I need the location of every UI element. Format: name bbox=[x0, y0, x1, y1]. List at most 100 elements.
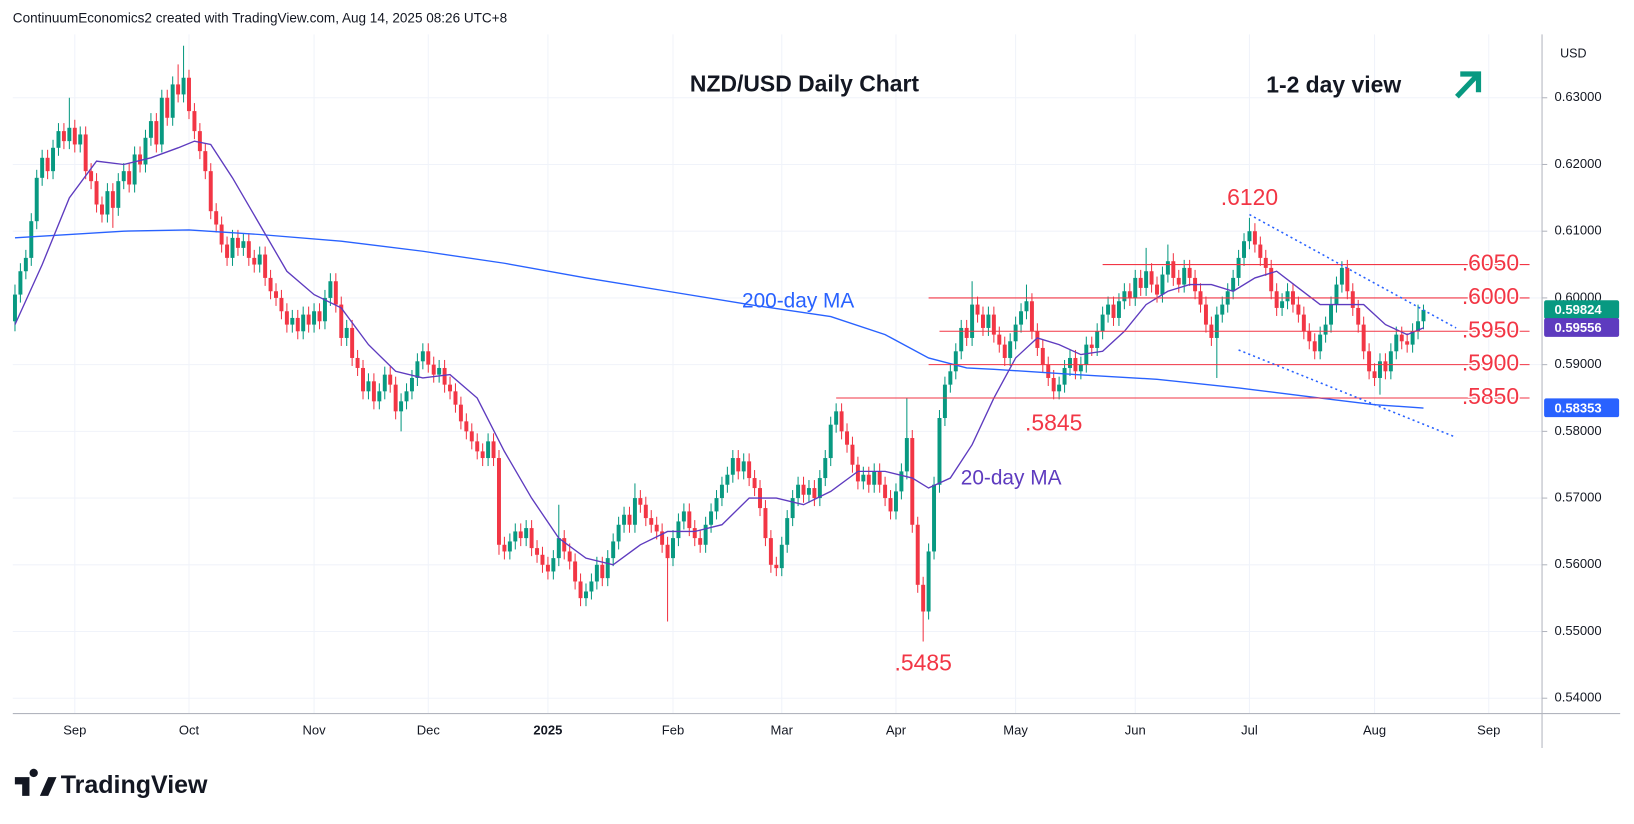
price-tag-label: 0.59824 bbox=[1555, 302, 1603, 317]
x-tick-label: Jun bbox=[1125, 723, 1146, 738]
candle-body bbox=[138, 154, 143, 165]
candle-body bbox=[1127, 291, 1132, 298]
candle-body bbox=[208, 171, 213, 212]
ma-label: 200-day MA bbox=[742, 290, 854, 313]
candle-body bbox=[535, 548, 540, 555]
candle-body bbox=[40, 157, 45, 178]
candle-body bbox=[1100, 314, 1105, 332]
level-label: .5900 bbox=[1462, 350, 1519, 376]
candle-body bbox=[1345, 267, 1350, 292]
candle-body bbox=[1231, 277, 1236, 292]
candle-body bbox=[632, 498, 637, 525]
y-tick-label: 0.54000 bbox=[1555, 690, 1602, 705]
candle-body bbox=[29, 221, 34, 258]
candle-body bbox=[377, 391, 382, 402]
candle-body bbox=[806, 488, 811, 495]
y-tick-label: 0.57000 bbox=[1555, 490, 1602, 505]
x-tick-label: Aug bbox=[1363, 723, 1386, 738]
candle-body bbox=[148, 121, 153, 138]
candle-body bbox=[1263, 257, 1268, 268]
candle-body bbox=[893, 491, 898, 512]
x-tick-label: Feb bbox=[662, 723, 684, 738]
candle-body bbox=[785, 518, 790, 545]
candle-body bbox=[1214, 314, 1219, 338]
candle-body bbox=[219, 224, 224, 245]
candle-body bbox=[719, 484, 724, 499]
subtitle: 1-2 day view bbox=[1266, 72, 1401, 98]
candle-body bbox=[225, 244, 230, 258]
candle-body bbox=[953, 351, 958, 372]
y-tick-label: 0.58000 bbox=[1555, 423, 1602, 438]
candle-body bbox=[399, 401, 404, 412]
candle-body bbox=[855, 464, 860, 482]
y-tick-label: 0.61000 bbox=[1555, 223, 1602, 238]
candle-body bbox=[187, 77, 191, 112]
candle-body bbox=[45, 157, 50, 172]
candle-body bbox=[861, 474, 866, 482]
candle-body bbox=[752, 478, 757, 489]
candle-body bbox=[975, 304, 980, 315]
candle-body bbox=[1024, 301, 1029, 312]
candle-body bbox=[284, 311, 289, 325]
candle-body bbox=[89, 171, 94, 182]
y-tick-label: 0.55000 bbox=[1555, 623, 1602, 638]
price-tag-label: 0.59556 bbox=[1555, 320, 1602, 335]
candle-body bbox=[1116, 301, 1121, 318]
candle-body bbox=[121, 171, 126, 182]
candle-body bbox=[1269, 267, 1274, 292]
candle-body bbox=[290, 317, 295, 325]
candle-body bbox=[197, 131, 202, 152]
candle-body bbox=[1203, 304, 1208, 325]
candle-body bbox=[502, 544, 507, 552]
candle-body bbox=[1165, 261, 1170, 275]
candle-body bbox=[551, 558, 556, 572]
candle-body bbox=[1084, 344, 1089, 365]
candle-body bbox=[915, 524, 920, 585]
y-tick-label: 0.56000 bbox=[1555, 556, 1602, 571]
candle-body bbox=[1057, 384, 1062, 392]
candle-body bbox=[589, 581, 594, 592]
candle-body bbox=[23, 257, 28, 272]
candle-body bbox=[692, 528, 697, 539]
candle-body bbox=[105, 191, 110, 215]
candle-body bbox=[1160, 274, 1165, 295]
candle-body bbox=[159, 97, 164, 145]
candle-body bbox=[1040, 347, 1045, 365]
candle-body bbox=[1399, 334, 1404, 342]
candle-body bbox=[404, 391, 409, 402]
candle-body bbox=[616, 524, 621, 542]
candle-body bbox=[176, 84, 181, 95]
candle-body bbox=[361, 367, 365, 392]
candle-body bbox=[513, 531, 518, 542]
candle-body bbox=[426, 351, 431, 365]
x-tick-label: Oct bbox=[179, 723, 200, 738]
x-tick-label: Mar bbox=[771, 723, 794, 738]
candle-body bbox=[1307, 331, 1312, 342]
candle-body bbox=[1296, 304, 1301, 315]
candle-body bbox=[1111, 304, 1116, 318]
candle-body bbox=[306, 314, 311, 325]
candle-body bbox=[649, 518, 654, 525]
extreme-label: .5845 bbox=[1025, 409, 1082, 435]
candle-body bbox=[823, 458, 828, 479]
header: ContinuumEconomics2 created with Trading… bbox=[13, 10, 507, 25]
candle-body bbox=[1122, 291, 1127, 302]
candle-body bbox=[671, 538, 675, 559]
candle-body bbox=[1089, 344, 1094, 348]
x-tick-label: Sep bbox=[63, 723, 86, 738]
candle-body bbox=[415, 361, 420, 378]
candle-body bbox=[1046, 364, 1051, 378]
candle-body bbox=[1383, 361, 1388, 372]
candle-body bbox=[654, 524, 659, 532]
candle-body bbox=[469, 431, 474, 442]
candle-body bbox=[83, 134, 88, 172]
grid bbox=[12, 34, 1543, 714]
candle-body bbox=[736, 458, 741, 472]
candle-body bbox=[1220, 304, 1225, 315]
candle-body bbox=[268, 277, 273, 292]
candle-body bbox=[100, 204, 104, 215]
candle-body bbox=[518, 531, 523, 539]
candle-body bbox=[665, 544, 670, 559]
candle-body bbox=[274, 291, 278, 298]
